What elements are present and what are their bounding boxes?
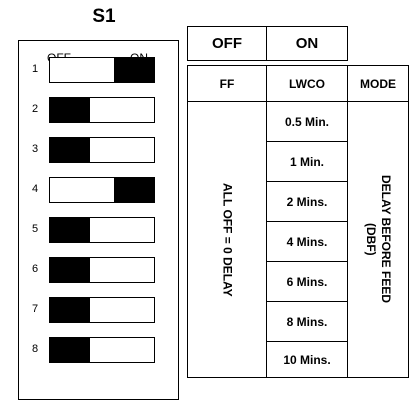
switch-knob[interactable]	[50, 338, 90, 362]
switch-6[interactable]: 6	[19, 257, 178, 283]
lwco-value-cell: 0.5 Min.	[266, 101, 348, 142]
mode-line1: DELAY BEFORE FEED	[379, 175, 393, 304]
switch-number: 1	[32, 63, 39, 75]
switch-1[interactable]: 1	[19, 57, 178, 83]
switch-slot[interactable]	[49, 297, 155, 323]
col-lwco-header: LWCO	[266, 65, 348, 102]
switch-knob[interactable]	[50, 138, 90, 162]
s1-title: S1	[92, 6, 116, 27]
lwco-value-cell: 4 Mins.	[266, 221, 348, 262]
ff-note: ALL OFF = 0 DELAY	[220, 182, 235, 297]
switch-knob[interactable]	[114, 58, 154, 82]
switch-number: 8	[32, 343, 39, 355]
switch-number: 5	[32, 223, 39, 235]
lwco-value-cell: 2 Mins.	[266, 181, 348, 222]
header-on: ON	[266, 26, 348, 61]
switch-7[interactable]: 7	[19, 297, 178, 323]
switch-knob[interactable]	[50, 218, 90, 242]
switch-slot[interactable]	[49, 337, 155, 363]
switch-2[interactable]: 2	[19, 97, 178, 123]
mode-cell: DELAY BEFORE FEED (DBF)	[347, 101, 409, 378]
switch-5[interactable]: 5	[19, 217, 178, 243]
lwco-value-cell: 8 Mins.	[266, 301, 348, 342]
switch-slot[interactable]	[49, 57, 155, 83]
lwco-value-cell: 1 Min.	[266, 141, 348, 182]
switch-slot[interactable]	[49, 257, 155, 283]
switch-knob[interactable]	[50, 258, 90, 282]
ff-cell: ALL OFF = 0 DELAY	[187, 101, 267, 378]
switch-number: 7	[32, 303, 39, 315]
switch-3[interactable]: 3	[19, 137, 178, 163]
switch-number: 6	[32, 263, 39, 275]
switch-knob[interactable]	[50, 298, 90, 322]
switch-8[interactable]: 8	[19, 337, 178, 363]
mode-line2: (DBF)	[364, 223, 378, 256]
lwco-value-cell: 6 Mins.	[266, 261, 348, 302]
switch-knob[interactable]	[50, 98, 90, 122]
switch-slot[interactable]	[49, 217, 155, 243]
switch-number: 2	[32, 103, 39, 115]
switch-4[interactable]: 4	[19, 177, 178, 203]
switch-number: 4	[32, 183, 39, 195]
lwco-value-cell: 10 Mins.	[266, 341, 348, 378]
header-off: OFF	[187, 26, 267, 61]
switch-slot[interactable]	[49, 177, 155, 203]
switch-number: 3	[32, 143, 39, 155]
col-ff-header: FF	[187, 65, 267, 102]
mode-note: DELAY BEFORE FEED (DBF)	[363, 175, 393, 303]
col-mode-header: MODE	[347, 65, 409, 102]
switch-slot[interactable]	[49, 137, 155, 163]
switch-knob[interactable]	[114, 178, 154, 202]
switch-slot[interactable]	[49, 97, 155, 123]
